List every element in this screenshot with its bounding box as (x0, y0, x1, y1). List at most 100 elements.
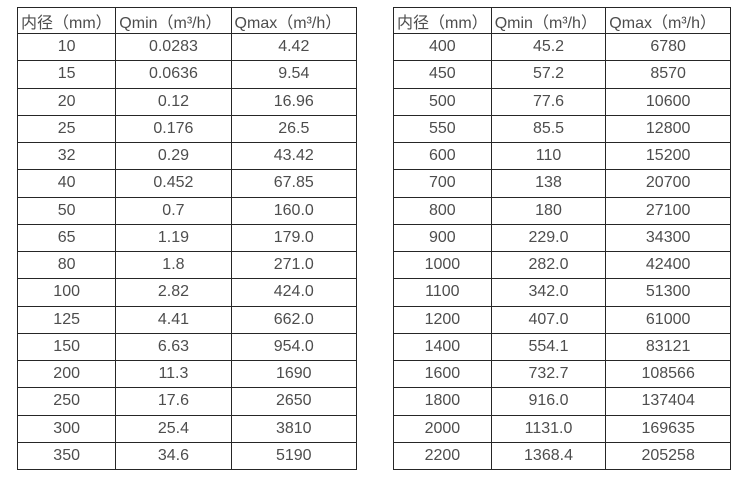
table-row: 80 1.8 271.0 (16, 250, 358, 280)
header-qmax: Qmax（m³/h） (605, 7, 731, 34)
table-cell: 4.41 (115, 305, 232, 334)
table-cell: 662.0 (230, 305, 358, 334)
table-cell: 32 (16, 141, 117, 171)
table-cell: 500 (393, 87, 492, 116)
table-cell: 271.0 (230, 250, 358, 280)
table-cell: 65 (16, 223, 117, 253)
table-cell: 1600 (393, 359, 492, 389)
table-cell: 125 (16, 305, 117, 334)
table-body: 400 45.2 6780 450 57.2 8570 500 77.6 10600 550 85.… (393, 32, 731, 471)
table-cell: 67.85 (230, 169, 358, 198)
table-cell: 900 (393, 223, 492, 253)
table-cell: 160.0 (230, 196, 358, 225)
table-cell: 15200 (605, 141, 731, 171)
table-cell: 40 (16, 169, 117, 198)
table-cell: 916.0 (490, 387, 607, 416)
table-cell: 554.1 (490, 332, 607, 362)
table-cell: 50 (16, 196, 117, 225)
table-cell: 600 (393, 141, 492, 171)
table-cell: 85.5 (490, 114, 607, 144)
table-cell: 25 (16, 114, 117, 144)
table-row: 800 180 27100 (393, 196, 731, 225)
table-cell: 83121 (605, 332, 731, 362)
table-cell: 42400 (605, 250, 731, 280)
table-row: 10 0.0283 4.42 (16, 32, 358, 62)
header-diameter: 内径（mm） (393, 7, 492, 34)
table-row: 250 17.6 2650 (16, 387, 358, 416)
table-cell: 400 (393, 32, 492, 62)
table-cell: 57.2 (490, 60, 607, 89)
table-cell: 12800 (605, 114, 731, 144)
table-row: 1200 407.0 61000 (393, 305, 731, 334)
flow-rate-table-right: 内径（mm） Qmin（m³/h） Qmax（m³/h） 400 45.2 6780… (393, 7, 731, 471)
header-qmin: Qmin（m³/h） (490, 7, 607, 34)
header-qmax: Qmax（m³/h） (230, 7, 358, 34)
table-row: 65 1.19 179.0 (16, 223, 358, 253)
table-body: 10 0.0283 4.42 15 0.0636 9.54 20 0.12 16.96 25 0.1… (16, 32, 358, 471)
table-cell: 20700 (605, 169, 731, 198)
table-cell: 61000 (605, 305, 731, 334)
table-cell: 108566 (605, 359, 731, 389)
table-row: 40 0.452 67.85 (16, 169, 358, 198)
table-row: 1100 342.0 51300 (393, 278, 731, 307)
table-row: 25 0.176 26.5 (16, 114, 358, 144)
table-cell: 300 (16, 414, 117, 443)
table-cell: 1131.0 (490, 414, 607, 443)
table-cell: 1400 (393, 332, 492, 362)
table-cell: 205258 (605, 441, 731, 471)
table-cell: 2000 (393, 414, 492, 443)
table-cell: 229.0 (490, 223, 607, 253)
table-cell: 6780 (605, 32, 731, 62)
table-cell: 43.42 (230, 141, 358, 171)
table-cell: 450 (393, 60, 492, 89)
table-cell: 1000 (393, 250, 492, 280)
table-cell: 2.82 (115, 278, 232, 307)
table-row: 1400 554.1 83121 (393, 332, 731, 362)
table-cell: 1690 (230, 359, 358, 389)
table-cell: 200 (16, 359, 117, 389)
table-cell: 9.54 (230, 60, 358, 89)
table-cell: 11.3 (115, 359, 232, 389)
table-row: 450 57.2 8570 (393, 60, 731, 89)
table-cell: 25.4 (115, 414, 232, 443)
table-row: 100 2.82 424.0 (16, 278, 358, 307)
table-cell: 1.8 (115, 250, 232, 280)
table-header-row: 内径（mm） Qmin（m³/h） Qmax（m³/h） (16, 7, 358, 34)
table-cell: 0.0636 (115, 60, 232, 89)
table-cell: 800 (393, 196, 492, 225)
table-row: 50 0.7 160.0 (16, 196, 358, 225)
table-cell: 20 (16, 87, 117, 116)
table-row: 1800 916.0 137404 (393, 387, 731, 416)
table-row: 150 6.63 954.0 (16, 332, 358, 362)
table-row: 15 0.0636 9.54 (16, 60, 358, 89)
table-cell: 8570 (605, 60, 731, 89)
table-cell: 138 (490, 169, 607, 198)
table-cell: 34.6 (115, 441, 232, 471)
table-cell: 350 (16, 441, 117, 471)
table-cell: 77.6 (490, 87, 607, 116)
table-cell: 342.0 (490, 278, 607, 307)
table-cell: 1368.4 (490, 441, 607, 471)
table-cell: 407.0 (490, 305, 607, 334)
table-cell: 0.7 (115, 196, 232, 225)
table-cell: 954.0 (230, 332, 358, 362)
table-cell: 100 (16, 278, 117, 307)
table-row: 1000 282.0 42400 (393, 250, 731, 280)
table-cell: 1200 (393, 305, 492, 334)
table-cell: 282.0 (490, 250, 607, 280)
flow-rate-table-left: 内径（mm） Qmin（m³/h） Qmax（m³/h） 10 0.0283 4.4… (16, 7, 358, 471)
table-row: 550 85.5 12800 (393, 114, 731, 144)
table-cell: 2200 (393, 441, 492, 471)
table-cell: 700 (393, 169, 492, 198)
table-cell: 26.5 (230, 114, 358, 144)
table-cell: 0.12 (115, 87, 232, 116)
table-row: 400 45.2 6780 (393, 32, 731, 62)
table-cell: 1800 (393, 387, 492, 416)
table-cell: 250 (16, 387, 117, 416)
table-row: 20 0.12 16.96 (16, 87, 358, 116)
table-cell: 45.2 (490, 32, 607, 62)
header-qmin: Qmin（m³/h） (115, 7, 232, 34)
table-cell: 27100 (605, 196, 731, 225)
table-cell: 0.29 (115, 141, 232, 171)
table-row: 300 25.4 3810 (16, 414, 358, 443)
